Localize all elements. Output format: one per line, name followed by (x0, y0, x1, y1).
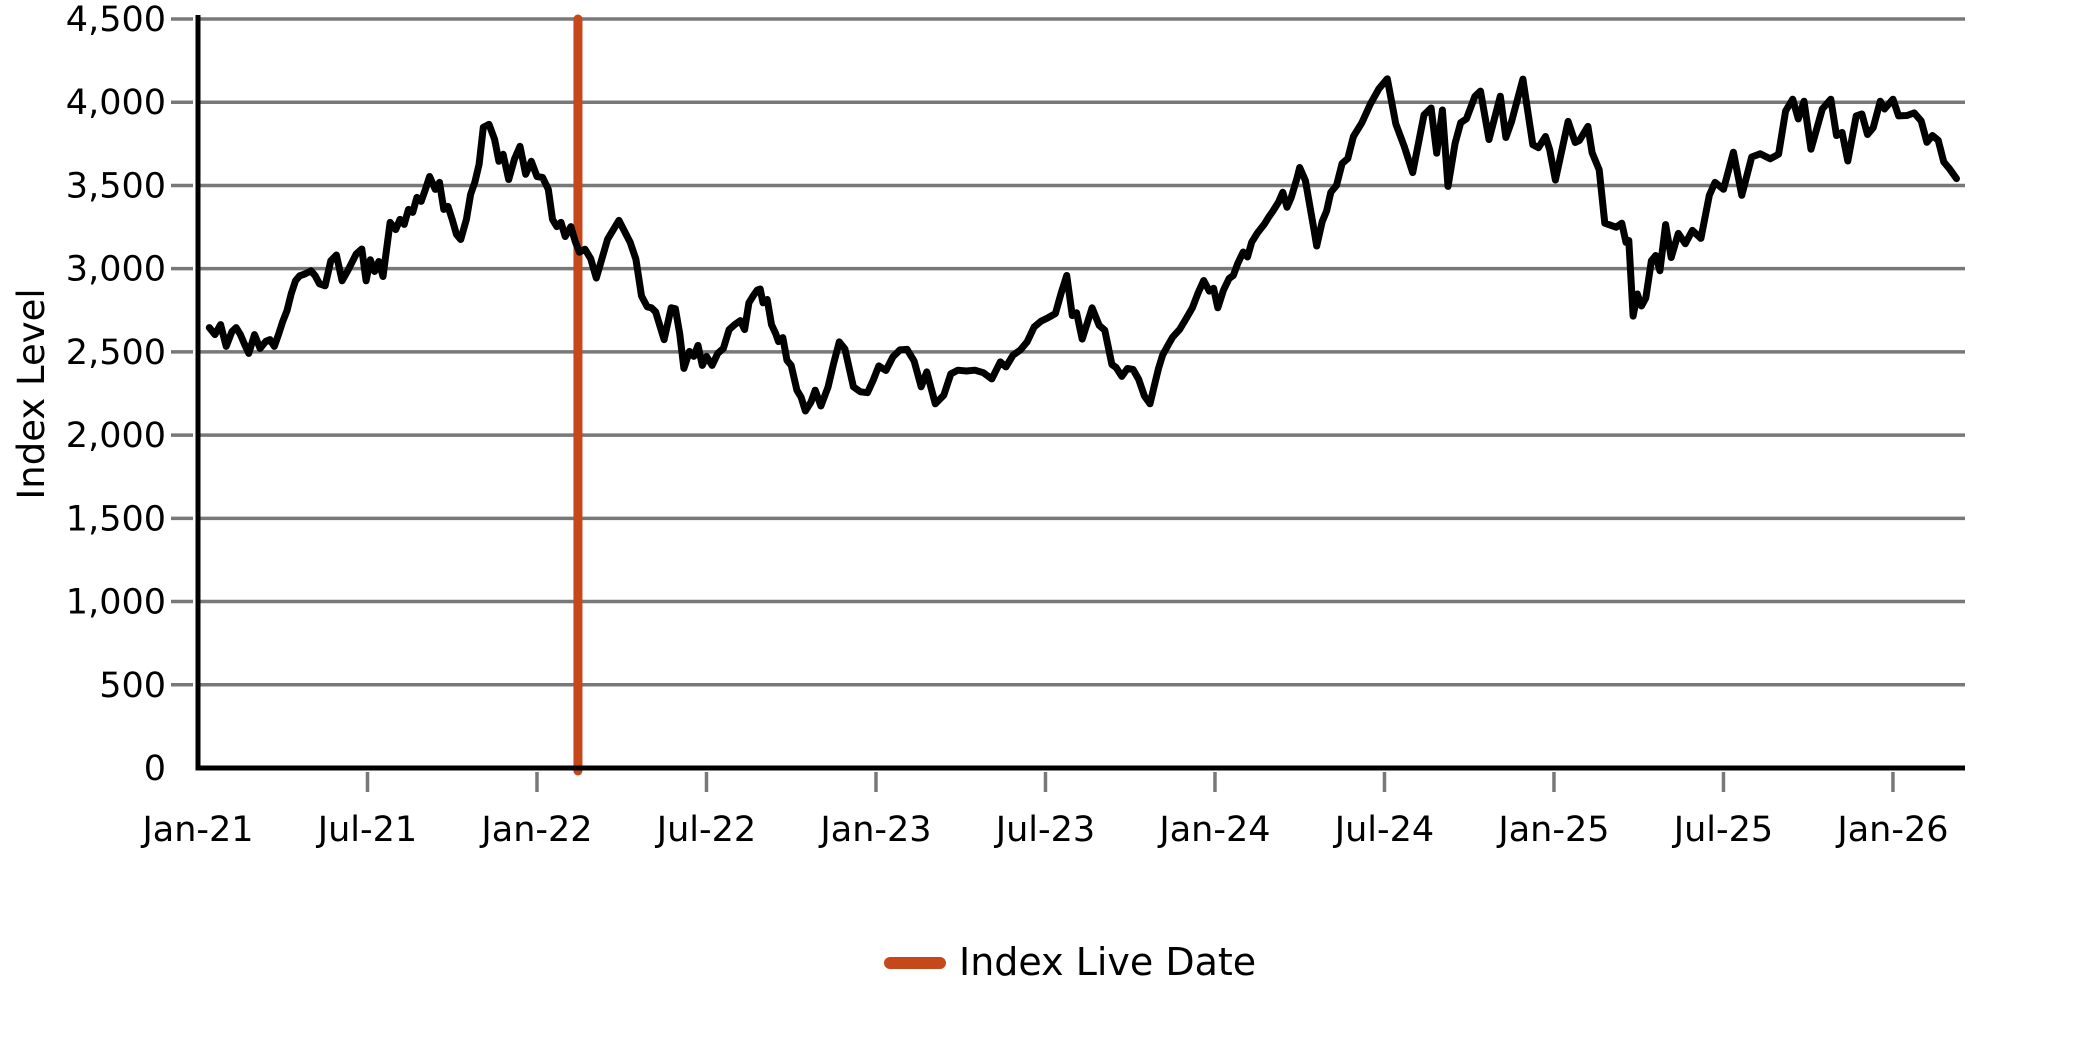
y-tick-label: 0 (144, 749, 166, 789)
y-tick-label: 2,500 (66, 333, 166, 373)
x-tick-label: Jan-25 (1496, 810, 1609, 850)
index-level-series (205, 75, 1960, 415)
x-tick-label: Jan-22 (479, 810, 592, 850)
y-tick-label: 3,000 (66, 250, 166, 290)
x-tick-label: Jul-25 (1672, 810, 1773, 850)
legend-label: Index Live Date (959, 940, 1257, 985)
y-axis-title: Index Level (10, 288, 53, 499)
x-tick-label: Jan-24 (1157, 810, 1270, 850)
x-tick-label: Jan-26 (1835, 810, 1948, 850)
y-tick-label: 2,000 (66, 416, 166, 456)
x-tick-label: Jul-24 (1333, 810, 1434, 850)
x-tick-label: Jan-23 (818, 810, 931, 850)
x-tick-label: Jan-21 (140, 810, 253, 850)
y-tick-label: 3,500 (66, 166, 166, 206)
y-tick-label: 4,500 (66, 0, 166, 40)
x-tick-label: Jul-23 (994, 810, 1095, 850)
y-tick-label: 500 (99, 666, 166, 706)
x-tick-label: Jul-21 (316, 810, 417, 850)
x-tick-label: Jul-22 (655, 810, 756, 850)
legend: Index Live Date (884, 936, 1256, 990)
legend-line-swatch (884, 957, 946, 969)
y-tick-label: 4,000 (66, 83, 166, 123)
y-tick-label: 1,000 (66, 583, 166, 623)
y-tick-label: 1,500 (66, 499, 166, 539)
